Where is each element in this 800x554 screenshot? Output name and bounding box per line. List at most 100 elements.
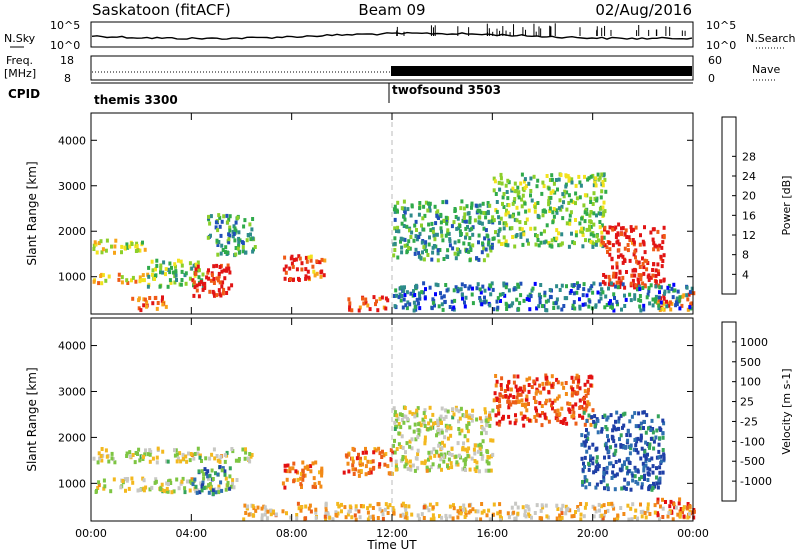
power-cell — [641, 256, 644, 261]
power-cell — [520, 172, 524, 177]
power-cell — [690, 286, 694, 291]
velocity-cell — [361, 462, 364, 467]
power-cell — [446, 255, 450, 259]
power-cell — [400, 294, 404, 298]
power-cell — [481, 284, 485, 289]
velocity-cell — [449, 433, 453, 438]
velocity-cell — [538, 413, 542, 418]
velocity-cell — [378, 507, 382, 512]
velocity-cell — [148, 459, 152, 464]
nave-tick-top: 60 — [708, 54, 722, 67]
power-cell — [543, 229, 546, 234]
velocity-cell — [459, 511, 463, 516]
velocity-cell — [181, 476, 185, 481]
power-cell — [636, 287, 639, 292]
velocity-cell — [427, 450, 431, 455]
velocity-cell — [386, 511, 390, 515]
power-cell — [617, 222, 621, 227]
power-cell — [417, 254, 421, 259]
velocity-cell — [412, 429, 416, 434]
power-cell — [476, 208, 480, 213]
velocity-cell — [628, 461, 632, 465]
velocity-cell — [137, 447, 141, 452]
velocity-cell — [216, 472, 220, 477]
velocity-cell — [428, 502, 432, 507]
power-cell — [427, 242, 431, 247]
power-cell — [511, 201, 515, 206]
power-cell — [206, 235, 210, 240]
velocity-cell — [442, 459, 446, 464]
velocity-cell — [131, 480, 135, 485]
power-y-tick-label: 4000 — [58, 134, 86, 147]
velocity-cell — [587, 467, 591, 472]
velocity-cell — [653, 510, 657, 515]
velocity-cell — [347, 469, 351, 474]
power-cell — [620, 232, 623, 237]
x-tick-label: 16:00 — [476, 527, 508, 540]
power-cell — [147, 265, 151, 270]
velocity-cell — [432, 516, 436, 521]
velocity-cell — [404, 507, 408, 512]
velocity-cell — [610, 476, 614, 480]
power-cell — [400, 285, 404, 290]
velocity-cell — [474, 509, 478, 514]
velocity-y-tick-label: 4000 — [58, 340, 86, 353]
velocity-cell — [450, 446, 454, 451]
power-cell — [512, 199, 516, 204]
power-cell — [602, 241, 605, 246]
velocity-cell — [480, 456, 484, 461]
velocity-cell — [144, 485, 148, 490]
power-cell — [555, 228, 559, 233]
velocity-cell — [583, 382, 587, 387]
velocity-cell — [598, 508, 601, 513]
velocity-cell — [423, 441, 427, 446]
power-cell — [657, 300, 661, 305]
power-cell — [402, 289, 406, 294]
velocity-cell — [297, 506, 301, 511]
power-cell — [500, 242, 503, 246]
power-cell — [631, 278, 635, 283]
power-cell — [428, 201, 432, 206]
velocity-cell — [314, 515, 318, 520]
power-cell — [548, 206, 552, 211]
power-cell — [418, 296, 422, 301]
velocity-cell — [468, 467, 472, 472]
power-cell — [319, 274, 323, 279]
velocity-cell — [592, 470, 596, 475]
power-cell — [573, 306, 577, 311]
velocity-cell — [599, 480, 603, 485]
power-cell — [153, 274, 157, 279]
power-cell — [506, 178, 510, 183]
velocity-cell — [628, 433, 632, 438]
power-cell — [480, 221, 484, 226]
power-cell — [413, 223, 417, 228]
power-cell — [219, 251, 223, 256]
velocity-cell — [478, 416, 482, 421]
velocity-cell — [596, 418, 600, 423]
velocity-cell — [218, 465, 222, 470]
velocity-cell — [496, 511, 500, 516]
velocity-cell — [292, 479, 296, 484]
power-cell — [221, 248, 225, 252]
velocity-cell — [359, 456, 362, 461]
power-cell — [467, 242, 471, 247]
power-cell — [125, 278, 129, 283]
power-cell — [407, 246, 411, 250]
power-cell — [195, 283, 199, 288]
velocity-cell — [568, 408, 572, 413]
velocity-y-tick-label: 3000 — [58, 385, 86, 398]
power-cell — [505, 190, 509, 194]
power-cell — [581, 229, 585, 234]
power-cell — [537, 243, 541, 248]
velocity-cell — [681, 507, 685, 512]
velocity-cell — [510, 505, 514, 510]
power-cell — [461, 218, 465, 223]
power-cell — [320, 257, 324, 262]
power-cell — [511, 301, 515, 306]
power-cell — [138, 275, 142, 280]
power-cell — [218, 292, 222, 297]
power-cell — [143, 297, 147, 302]
power-cell — [654, 268, 658, 273]
velocity-cell — [256, 505, 260, 510]
power-cell — [394, 288, 398, 293]
